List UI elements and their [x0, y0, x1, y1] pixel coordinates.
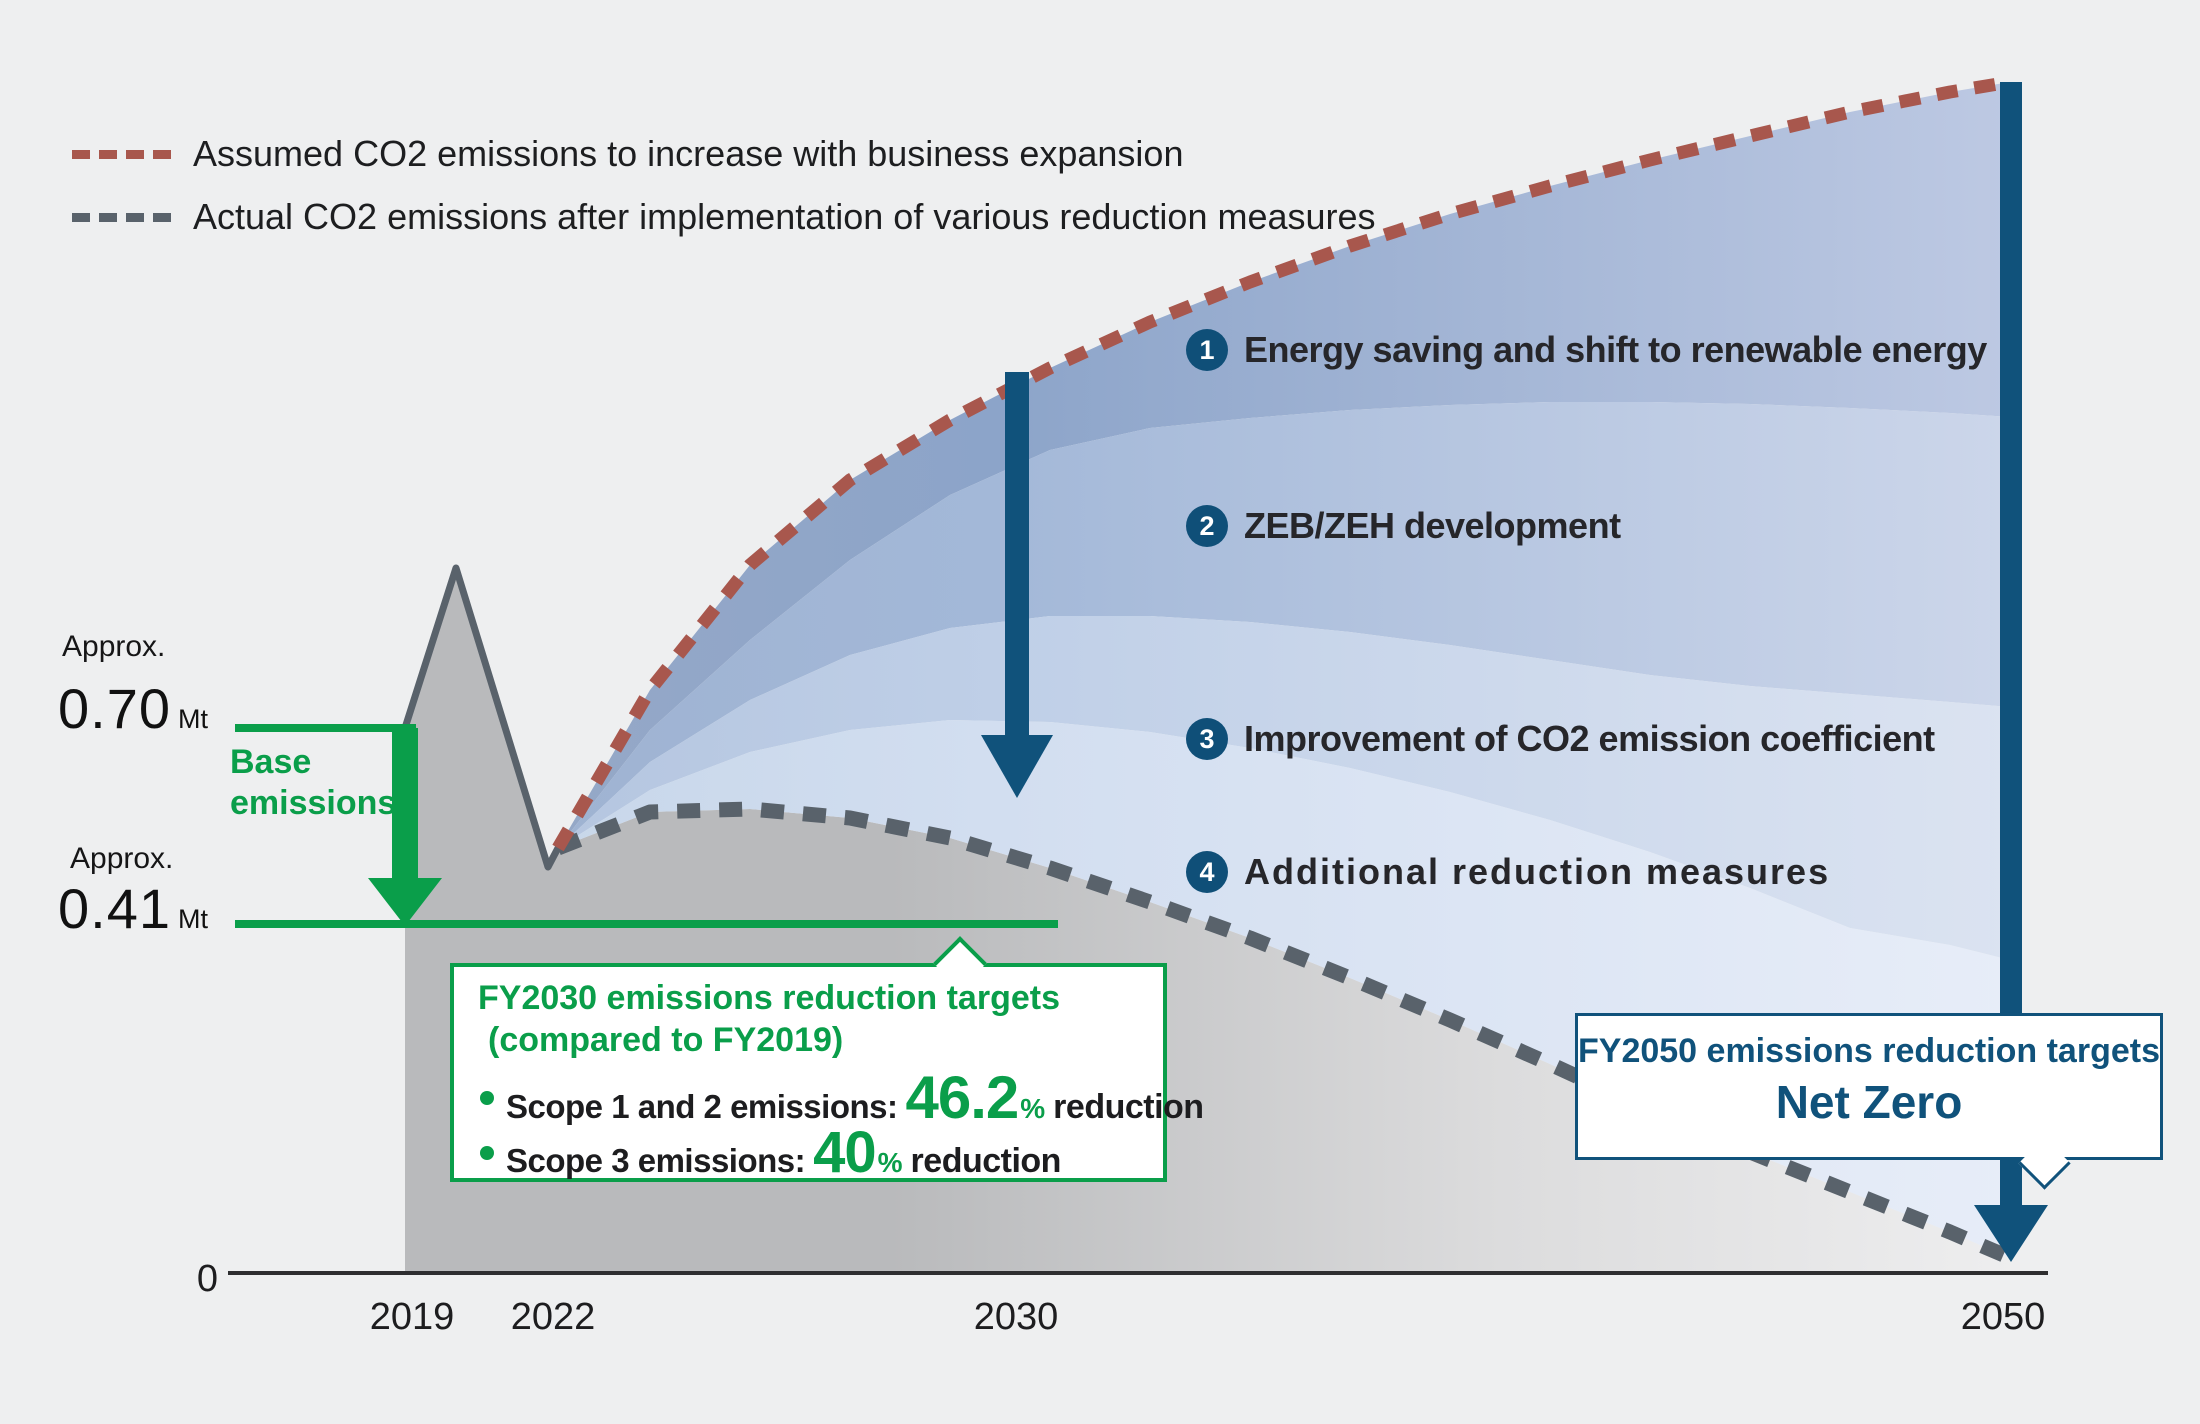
badge-1: 1 — [1186, 329, 1228, 371]
scope-3-unit: % — [877, 1147, 903, 1178]
arrow-2030-shaft — [1005, 372, 1029, 737]
scope-1-2-row: Scope 1 and 2 emissions: 46.2 % reductio… — [480, 1063, 1204, 1132]
arrow-2030-head — [981, 735, 1053, 798]
measure-label-1: Energy saving and shift to renewable ene… — [1244, 329, 1987, 370]
fy2050-targets-box: FY2050 emissions reduction targets Net Z… — [1575, 1013, 2163, 1160]
measure-item-1: 1 Energy saving and shift to renewable e… — [1186, 324, 1987, 376]
measure-item-2: 2 ZEB/ZEH development — [1186, 500, 1621, 552]
badge-2: 2 — [1186, 505, 1228, 547]
base-emissions-label: Base emissions — [230, 743, 397, 822]
measure-item-3: 3 Improvement of CO2 emission coefficien… — [1186, 713, 1935, 765]
wedge-zone-2 — [558, 402, 2010, 848]
bullet-dot-2 — [480, 1145, 494, 1160]
arrow-2050-shaft — [2000, 82, 2022, 1205]
scope-3-suffix: reduction — [910, 1142, 1062, 1180]
legend-label-assumed: Assumed CO2 emissions to increase with b… — [193, 133, 1184, 174]
wedge-zone-4 — [558, 720, 2010, 1258]
x-tick-2050: 2050 — [1960, 1296, 2046, 1338]
value-041: 0.41 — [58, 877, 171, 940]
target-emissions-value: 0.41 Mt — [58, 876, 208, 941]
legend-item-assumed: Assumed CO2 emissions to increase with b… — [72, 133, 1184, 174]
badge-3: 3 — [1186, 718, 1228, 760]
wedge-zone-1 — [558, 82, 2010, 848]
actual-emissions-curve — [555, 801, 2023, 1269]
legend-label-actual: Actual CO2 emissions after implementatio… — [193, 196, 1376, 237]
scope-1-2-suffix: reduction — [1053, 1088, 1204, 1126]
scope-3-label: Scope 3 emissions: — [506, 1142, 806, 1179]
scope-3-value: 40 — [813, 1120, 877, 1185]
base-emissions-value: 0.70 Mt — [58, 676, 208, 741]
bullet-dot-1 — [480, 1090, 494, 1105]
wedge-zone-3 — [558, 616, 2010, 960]
scope-1-2-label: Scope 1 and 2 emissions: — [506, 1088, 898, 1125]
scope-3-row: Scope 3 emissions: 40 % reduction — [480, 1119, 1061, 1186]
unit-041: Mt — [178, 904, 208, 934]
approx-label-bottom: Approx. — [70, 842, 174, 875]
fy2030-targets-box: FY2030 emissions reduction targets (comp… — [450, 963, 1204, 1185]
measure-item-4: 4 Additional reduction measures — [1186, 846, 1830, 898]
legend-item-actual: Actual CO2 emissions after implementatio… — [72, 196, 1376, 237]
assumed-dash-swatch — [72, 149, 171, 159]
green-arrow-shaft — [392, 728, 418, 881]
base-emissions-line-070 — [235, 724, 416, 732]
target-emissions-line-041 — [235, 920, 1058, 928]
x-tick-2022: 2022 — [510, 1296, 596, 1338]
measure-label-3: Improvement of CO2 emission coefficient — [1244, 718, 1935, 759]
x-tick-2030: 2030 — [973, 1296, 1059, 1338]
fy2030-box-title: FY2030 emissions reduction targets — [478, 979, 1060, 1017]
fy2050-box-title: FY2050 emissions reduction targets — [1578, 1032, 2160, 1070]
unit-070: Mt — [178, 704, 208, 734]
measure-label-2: ZEB/ZEH development — [1244, 505, 1621, 546]
fy2030-box-subtitle: (compared to FY2019) — [488, 1021, 844, 1059]
arrow-2050-head — [1974, 1205, 2048, 1262]
fy2050-box-value: Net Zero — [1775, 1076, 1963, 1128]
emissions-spike-outline — [401, 564, 562, 871]
scope-1-2-unit: % — [1020, 1093, 1046, 1124]
scope-1-2-value: 46.2 — [905, 1064, 1019, 1131]
green-arrow-head — [368, 878, 442, 926]
x-tick-2019: 2019 — [369, 1296, 455, 1338]
approx-label-top: Approx. — [62, 630, 166, 663]
y-axis-zero-label: 0 — [196, 1258, 218, 1300]
badge-4: 4 — [1186, 851, 1228, 893]
actual-dash-swatch — [72, 212, 171, 222]
measure-label-4: Additional reduction measures — [1244, 851, 1831, 892]
value-070: 0.70 — [58, 677, 171, 740]
assumed-emissions-curve — [552, 75, 2012, 852]
x-axis-line — [228, 1271, 2048, 1275]
